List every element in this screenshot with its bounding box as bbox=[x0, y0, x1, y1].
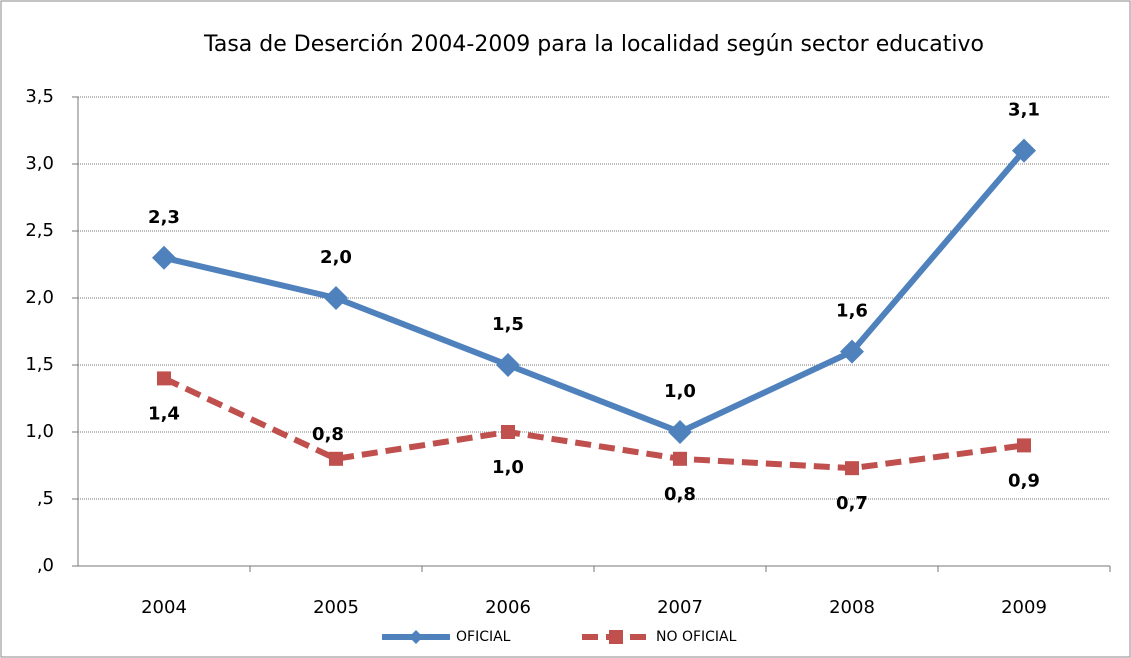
legend-marker bbox=[609, 630, 623, 644]
data-label: 2,3 bbox=[148, 207, 180, 228]
legend-marker bbox=[409, 630, 423, 644]
legend-label: OFICIAL bbox=[456, 629, 511, 645]
data-label: 0,7 bbox=[836, 493, 868, 514]
y-tick-label: 3,0 bbox=[25, 153, 54, 174]
y-tick-label: 2,0 bbox=[25, 287, 54, 308]
y-tick-label: ,5 bbox=[37, 488, 54, 509]
y-tick-label: 1,5 bbox=[25, 354, 54, 375]
marker bbox=[840, 339, 864, 364]
marker bbox=[329, 451, 343, 466]
marker bbox=[496, 353, 520, 377]
x-tick-label: 2005 bbox=[313, 597, 359, 618]
marker bbox=[157, 371, 171, 386]
x-tick-label: 2006 bbox=[485, 597, 531, 618]
data-label: 1,4 bbox=[148, 403, 180, 424]
marker bbox=[673, 451, 687, 466]
data-label: 2,0 bbox=[320, 247, 352, 268]
x-tick-label: 2004 bbox=[141, 597, 187, 618]
chart-title: Tasa de Deserción 2004-2009 para la loca… bbox=[203, 32, 984, 57]
data-label: 1,5 bbox=[492, 314, 524, 335]
x-tick-label: 2009 bbox=[1001, 597, 1047, 618]
data-label: 0,8 bbox=[312, 424, 344, 445]
data-label: 1,0 bbox=[664, 381, 696, 402]
data-label: 1,0 bbox=[492, 457, 524, 478]
series-line bbox=[162, 375, 1025, 472]
marker bbox=[324, 286, 348, 310]
y-tick-label: 3,5 bbox=[25, 86, 54, 107]
data-label: 3,1 bbox=[1008, 100, 1040, 121]
x-tick-label: 2008 bbox=[829, 597, 875, 618]
marker bbox=[668, 420, 692, 444]
y-tick-label: 1,0 bbox=[25, 421, 54, 442]
data-label: 0,9 bbox=[1008, 470, 1040, 491]
y-tick-label: 2,5 bbox=[25, 220, 54, 241]
data-label: 1,6 bbox=[836, 301, 868, 322]
marker bbox=[1012, 138, 1036, 163]
marker bbox=[152, 245, 176, 270]
data-label: 0,8 bbox=[664, 484, 696, 505]
marker bbox=[1017, 438, 1031, 453]
legend-label: NO OFICIAL bbox=[656, 629, 737, 645]
y-tick-label: ,0 bbox=[37, 555, 54, 576]
series-line bbox=[163, 148, 1027, 435]
marker bbox=[845, 461, 859, 476]
marker bbox=[501, 425, 515, 439]
x-tick-label: 2007 bbox=[657, 597, 703, 618]
